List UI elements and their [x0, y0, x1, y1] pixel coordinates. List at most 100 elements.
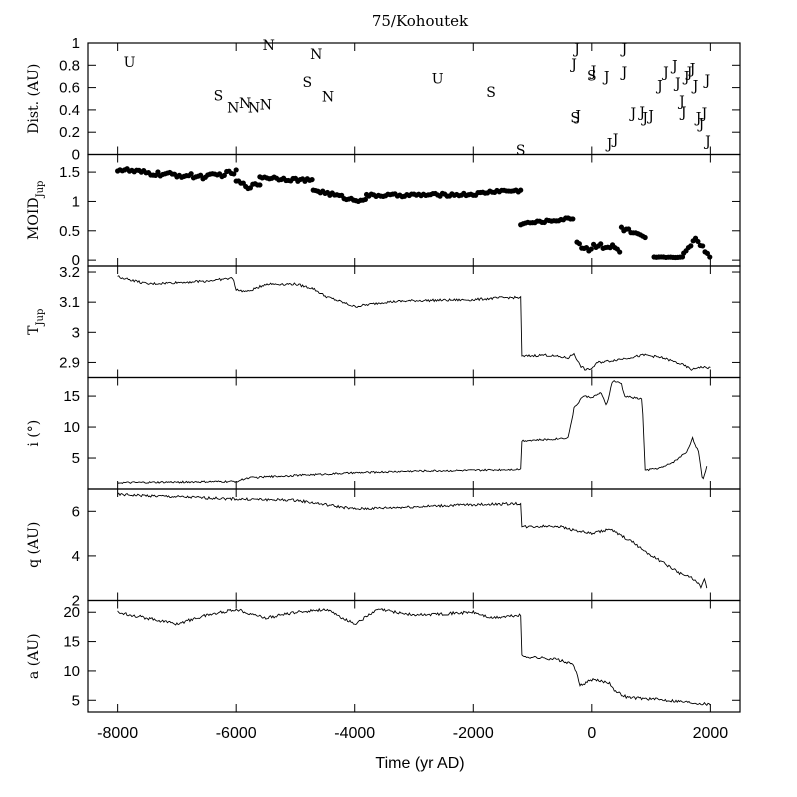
data-point-j: J	[602, 69, 610, 85]
data-point	[155, 169, 161, 175]
data-point-j: J	[700, 106, 708, 122]
data-point-j: J	[637, 105, 645, 121]
y-axis-label-sub: Jup	[35, 181, 46, 199]
y-tick-label: 5	[72, 450, 80, 467]
data-point	[700, 243, 706, 249]
y-tick-label: 6	[72, 503, 80, 520]
y-tick-label: 0.5	[59, 223, 80, 240]
y-tick-label: 3.1	[59, 294, 80, 311]
data-point-s: S	[303, 75, 313, 91]
y-tick-label: 3	[72, 324, 80, 341]
data-point-j: J	[640, 111, 648, 127]
data-point-j: J	[670, 58, 678, 74]
y-tick-label: 15	[63, 388, 80, 405]
data-point	[695, 238, 701, 245]
series-line	[117, 380, 708, 485]
data-point	[309, 176, 315, 183]
data-point-n: N	[310, 47, 322, 63]
data-point	[688, 243, 694, 249]
panel-frame	[87, 599, 741, 713]
x-axis-label: Time (yr AD)	[375, 755, 464, 772]
y-tick-label: 10	[63, 419, 80, 436]
data-point-j: J	[673, 76, 681, 92]
y-tick-label: 0.4	[59, 102, 80, 119]
y-axis-label: q (AU)	[26, 522, 42, 568]
x-tick-label: 2000	[693, 725, 729, 742]
data-point	[233, 167, 239, 173]
data-point-s: S	[570, 111, 580, 127]
panel-q: 2 4 6 q (AU)	[26, 488, 741, 610]
data-point-s: S	[214, 88, 224, 104]
y-axis-label-sub: Jup	[35, 309, 46, 327]
data-point-j: J	[688, 62, 696, 78]
panel-tjup: 2.9 3 3.1 3.2 TJup	[26, 264, 741, 379]
y-tick-label: 0.6	[59, 80, 80, 97]
data-point-j: J	[691, 78, 699, 94]
x-tick-label: -8000	[97, 725, 138, 742]
y-axis-label: Dist. (AU)	[26, 64, 42, 134]
data-point-j: J	[694, 111, 702, 127]
y-tick-label: 0	[72, 147, 80, 164]
data-point-s: S	[486, 85, 496, 101]
data-point	[362, 196, 368, 203]
data-point	[231, 171, 237, 177]
data-point-j: J	[605, 136, 613, 152]
y-tick-label: 2	[72, 593, 80, 610]
data-point-j: J	[655, 78, 663, 94]
data-point-n: N	[322, 90, 334, 106]
data-point-s: S	[587, 68, 597, 84]
panel-frame	[87, 376, 741, 490]
data-point	[588, 246, 594, 252]
series-line	[117, 275, 711, 371]
x-tick-label: -6000	[216, 725, 257, 742]
data-point	[221, 172, 227, 178]
data-point-j: J	[677, 94, 685, 110]
x-tick-label: -4000	[334, 725, 375, 742]
y-axis-label: TJup	[26, 309, 46, 335]
y-tick-label: 0.2	[59, 124, 80, 141]
data-point-j: J	[703, 73, 711, 89]
data-point	[518, 187, 524, 193]
data-point-u: U	[432, 72, 444, 88]
y-tick-label: 5	[72, 692, 80, 709]
data-point-j: J	[573, 108, 581, 124]
data-point	[642, 234, 648, 241]
data-point-u: U	[124, 55, 136, 71]
data-point	[257, 182, 263, 188]
series-line	[117, 492, 708, 590]
panel-frame	[87, 153, 741, 267]
data-point	[188, 171, 194, 177]
y-axis-label: i (°)	[26, 420, 42, 447]
data-point-j: J	[589, 64, 597, 80]
data-point-j: J	[703, 134, 711, 150]
data-point	[617, 249, 623, 255]
data-point-j: J	[620, 42, 628, 58]
data-point-n: N	[227, 101, 239, 117]
y-tick-label: 3.2	[59, 264, 80, 281]
data-point-j: J	[661, 65, 669, 81]
data-point	[598, 241, 604, 247]
y-tick-label: 4	[72, 548, 80, 565]
data-point-j: J	[628, 106, 636, 122]
data-point-j: J	[697, 116, 705, 132]
y-tick-label: 20	[63, 604, 80, 621]
chart-title: 75/Kohoutek	[372, 12, 469, 30]
data-point-n: N	[263, 38, 275, 54]
y-tick-label: 1	[72, 35, 80, 52]
data-point-j: J	[569, 57, 577, 73]
panel-a: 5 10 15 20 a (AU)	[26, 599, 741, 713]
data-point-n: N	[260, 97, 272, 113]
panel-incl: 5 10 15 i (°)	[26, 376, 741, 490]
x-axis: -8000 -6000 -4000 -2000 0 2000	[97, 725, 728, 742]
data-point-n: N	[248, 101, 260, 117]
panel-moid: 0 0.5 1 1.5 MOIDJup	[26, 153, 741, 269]
panel-frame	[87, 488, 741, 602]
y-tick-label: 0.8	[59, 57, 80, 74]
data-point-j: J	[620, 65, 628, 81]
y-axis-label: a (AU)	[26, 633, 42, 679]
data-point-j: J	[679, 105, 687, 121]
data-point-j: J	[646, 108, 654, 124]
